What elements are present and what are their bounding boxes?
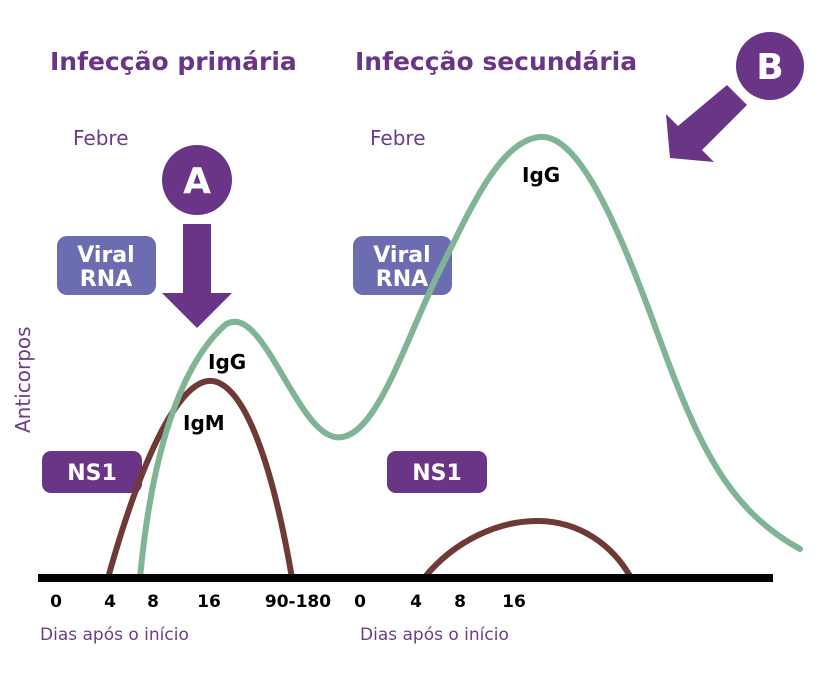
marker-b: B xyxy=(666,32,804,162)
secondary-tick: 0 xyxy=(354,592,366,612)
secondary-viral-rna-line1: Viral xyxy=(373,243,430,268)
primary-tick: 0 xyxy=(50,592,62,612)
marker-b-circle xyxy=(736,32,804,100)
arrow-down-icon xyxy=(162,224,232,328)
secondary-igg-label: IgG xyxy=(522,163,560,187)
secondary-tick: 4 xyxy=(410,592,422,612)
secondary-fever-label: Febre xyxy=(370,126,426,150)
marker-a: A xyxy=(162,145,232,328)
primary-igm-label: IgM xyxy=(183,411,225,435)
secondary-infection-title: Infecção secundária xyxy=(355,47,637,76)
marker-b-letter: B xyxy=(756,47,783,88)
secondary-ns1-badge: NS1 xyxy=(387,451,487,493)
secondary-x-axis-label: Dias após o início xyxy=(360,625,509,645)
primary-viral-rna-line1: Viral xyxy=(77,243,134,268)
primary-ns1-badge: NS1 xyxy=(42,451,142,493)
primary-igg-label: IgG xyxy=(208,350,246,374)
marker-a-letter: A xyxy=(183,161,211,202)
primary-igm-curve xyxy=(105,377,295,581)
primary-viral-rna-badge: Viral RNA xyxy=(57,236,156,295)
primary-tick: 90-180 xyxy=(265,592,331,612)
y-axis-label: Anticorpos xyxy=(11,326,35,433)
igg-curve xyxy=(137,133,803,581)
primary-tick: 8 xyxy=(147,592,159,612)
primary-fever-label: Febre xyxy=(73,126,129,150)
primary-infection-title: Infecção primária xyxy=(50,47,297,76)
primary-ns1-label: NS1 xyxy=(67,461,117,486)
secondary-ns1-label: NS1 xyxy=(412,461,462,486)
marker-a-circle xyxy=(162,145,232,215)
primary-viral-rna-line2: RNA xyxy=(80,267,132,292)
secondary-viral-rna-line2: RNA xyxy=(376,267,428,292)
primary-x-axis-label: Dias após o início xyxy=(40,625,189,645)
primary-tick: 16 xyxy=(197,592,221,612)
secondary-tick: 8 xyxy=(454,592,466,612)
arrow-down-left-icon xyxy=(666,85,747,162)
primary-tick: 4 xyxy=(104,592,116,612)
secondary-igm-curve xyxy=(421,517,633,581)
secondary-tick: 16 xyxy=(502,592,526,612)
x-axis xyxy=(38,574,773,582)
secondary-viral-rna-badge: Viral RNA xyxy=(353,236,452,295)
